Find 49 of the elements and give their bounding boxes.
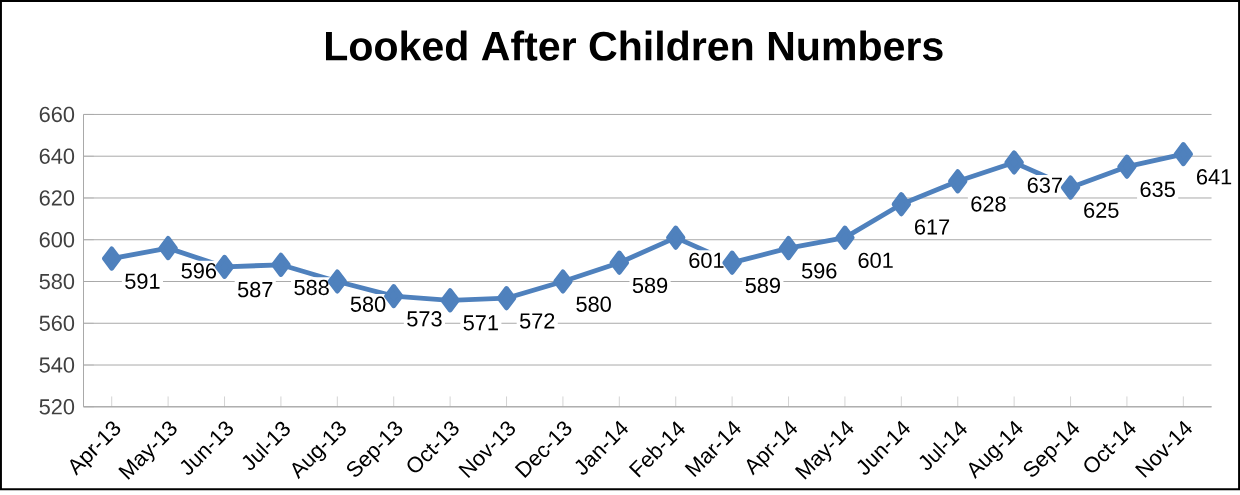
point: [440, 287, 460, 313]
data-label: 601: [858, 252, 893, 268]
point: [1117, 154, 1137, 179]
data-label: 591: [125, 273, 160, 289]
y-tick-label: 660: [39, 106, 75, 122]
point: [609, 250, 629, 275]
point: [553, 269, 573, 294]
data-label: 617: [915, 218, 950, 235]
point: [1004, 150, 1024, 175]
y-tick-label: 620: [39, 190, 75, 206]
point: [214, 254, 235, 279]
point: [666, 225, 686, 250]
point: [948, 168, 968, 194]
point: [384, 283, 404, 308]
data-label: 637: [1027, 177, 1062, 193]
point: [327, 269, 347, 294]
point: [158, 235, 178, 260]
data-label: 596: [181, 262, 217, 279]
data-label: 571: [463, 315, 498, 331]
point: [102, 246, 122, 271]
data-label: 596: [801, 262, 837, 279]
data-label: 580: [576, 296, 611, 312]
y-tick-label: 560: [39, 315, 75, 331]
point: [891, 191, 911, 217]
data-label: 573: [407, 310, 442, 327]
data-label: 635: [1140, 181, 1175, 197]
y-tick-label: 520: [39, 398, 75, 415]
data-label: 588: [294, 279, 329, 295]
data-label: 628: [971, 196, 1006, 212]
point: [835, 225, 855, 250]
y-tick-label: 640: [39, 148, 75, 164]
y-tick-label: 580: [39, 273, 75, 289]
point: [496, 285, 517, 311]
point: [1060, 175, 1081, 200]
point: [778, 235, 799, 260]
y-tick-label: 600: [39, 231, 75, 248]
data-label: 589: [745, 277, 780, 293]
data-label: 625: [1084, 202, 1119, 218]
data-label: 580: [350, 296, 386, 312]
data-label: 587: [237, 281, 273, 298]
data-label: 572: [519, 312, 555, 329]
point: [1173, 141, 1194, 166]
data-label: 601: [689, 252, 724, 268]
data-label: 589: [632, 277, 668, 293]
y-tick-label: 540: [39, 357, 75, 373]
chart-title: Looked After Children Numbers: [325, 30, 943, 61]
point: [722, 250, 742, 275]
data-label: 641: [1197, 168, 1232, 185]
point: [271, 252, 291, 277]
